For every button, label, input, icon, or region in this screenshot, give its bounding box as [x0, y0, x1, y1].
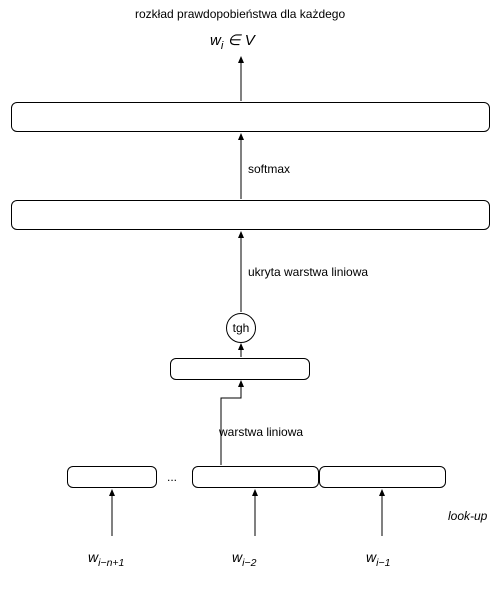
hidden-layer-label: ukryta warstwa liniowa — [248, 265, 368, 279]
output-box — [11, 102, 490, 132]
softmax-input-box — [11, 200, 490, 230]
formula-label: wi ∈ V — [210, 31, 255, 52]
arrows-layer — [0, 0, 501, 590]
formula-w: w — [210, 32, 221, 49]
linear-layer-label: warstwa liniowa — [219, 425, 303, 439]
softmax-label: softmax — [248, 162, 290, 176]
input2-label: wi−2 — [232, 549, 256, 569]
input3-label: wi−1 — [366, 549, 390, 569]
embed-box-2 — [192, 466, 319, 488]
embed-box-1 — [67, 466, 157, 488]
lookup-label: look-up — [448, 509, 487, 523]
tgh-circle: tgh — [226, 313, 256, 343]
input1-label: wi−n+1 — [88, 549, 124, 569]
tgh-label: tgh — [233, 321, 250, 335]
formula-rest: ∈ V — [223, 32, 254, 49]
title-label: rozkład prawdopobieństwa dla każdego — [135, 7, 345, 21]
embed-box-3 — [319, 466, 446, 488]
hidden-small-box — [170, 358, 310, 380]
dots-label: ... — [167, 470, 177, 484]
